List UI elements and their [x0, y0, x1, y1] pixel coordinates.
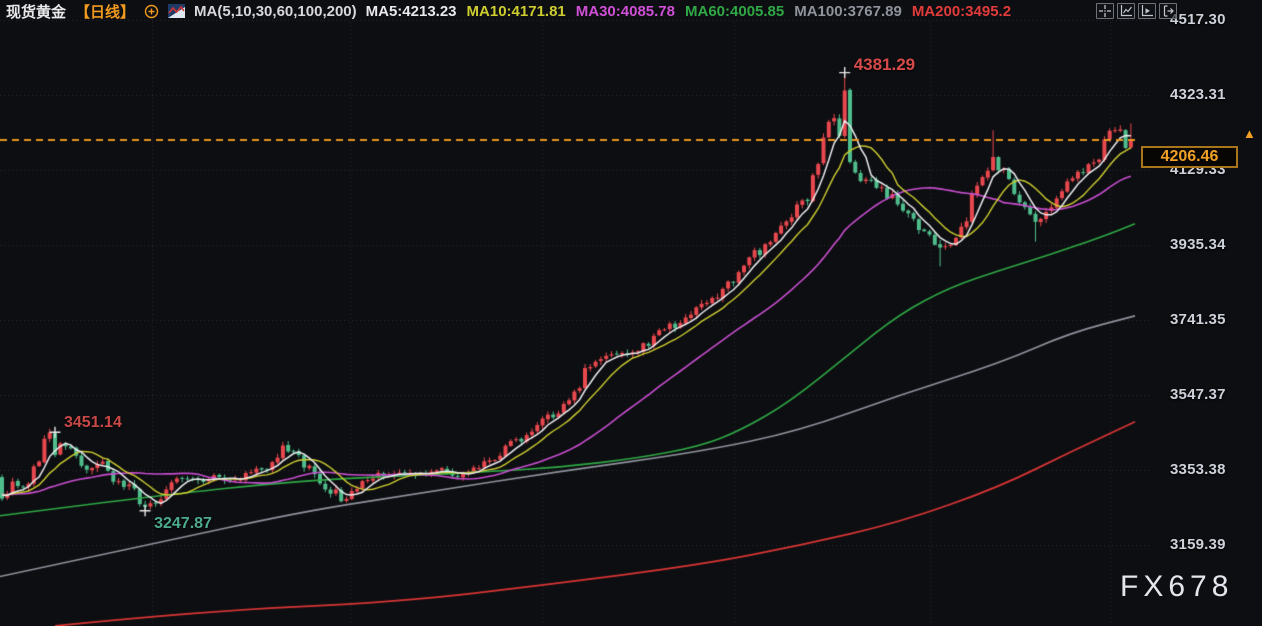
legend-ma10: MA10:4171.81 — [466, 2, 566, 20]
chart-toolbar — [1096, 3, 1177, 19]
add-indicator-icon[interactable] — [144, 4, 159, 19]
price-annotation-low: 3247.87 — [154, 514, 212, 532]
axis-label: 3547.37 — [1170, 385, 1226, 403]
symbol-title: 现货黄金 — [6, 3, 67, 21]
price-up-arrow-icon: ▲ — [1243, 126, 1256, 142]
axis-label: 4323.31 — [1170, 86, 1226, 103]
axis-label: 4517.30 — [1170, 11, 1226, 28]
axis-label: 3159.39 — [1170, 536, 1226, 553]
axis-label: 3741.35 — [1170, 311, 1226, 328]
price-annotation-high: 3451.14 — [64, 414, 122, 432]
price-annotation-high: 4381.29 — [853, 54, 916, 74]
legend-ma30: MA30:4085.78 — [575, 2, 675, 20]
legend-ma5: MA5:4213.23 — [365, 2, 457, 20]
legend-ma200: MA200:3495.2 — [911, 2, 1012, 20]
pop-out-button[interactable] — [1159, 3, 1177, 19]
period-label: 【日线】 — [75, 3, 136, 21]
legend-ma100: MA100:3767.89 — [794, 2, 902, 20]
chart-header: 现货黄金 【日线】 MA(5,10,30,60,100,200) MA5:421… — [0, 0, 1011, 22]
chart-logo-icon — [168, 4, 186, 18]
legend-ma60: MA60:4005.85 — [685, 2, 785, 20]
axis-scale-button[interactable] — [1117, 3, 1135, 19]
axis-label: 3353.38 — [1170, 460, 1226, 478]
axis-draw-button[interactable] — [1138, 3, 1156, 19]
axis-label: 3935.34 — [1170, 235, 1226, 253]
current-price-box: 4206.46 — [1141, 146, 1238, 169]
ma-legend: MA5:4213.23 MA10:4171.81 MA30:4085.78 MA60:… — [366, 3, 1011, 20]
watermark: FX678 — [1120, 570, 1234, 603]
ma-settings-label: MA(5,10,30,60,100,200) — [194, 2, 357, 20]
crosshair-button[interactable] — [1096, 3, 1114, 19]
